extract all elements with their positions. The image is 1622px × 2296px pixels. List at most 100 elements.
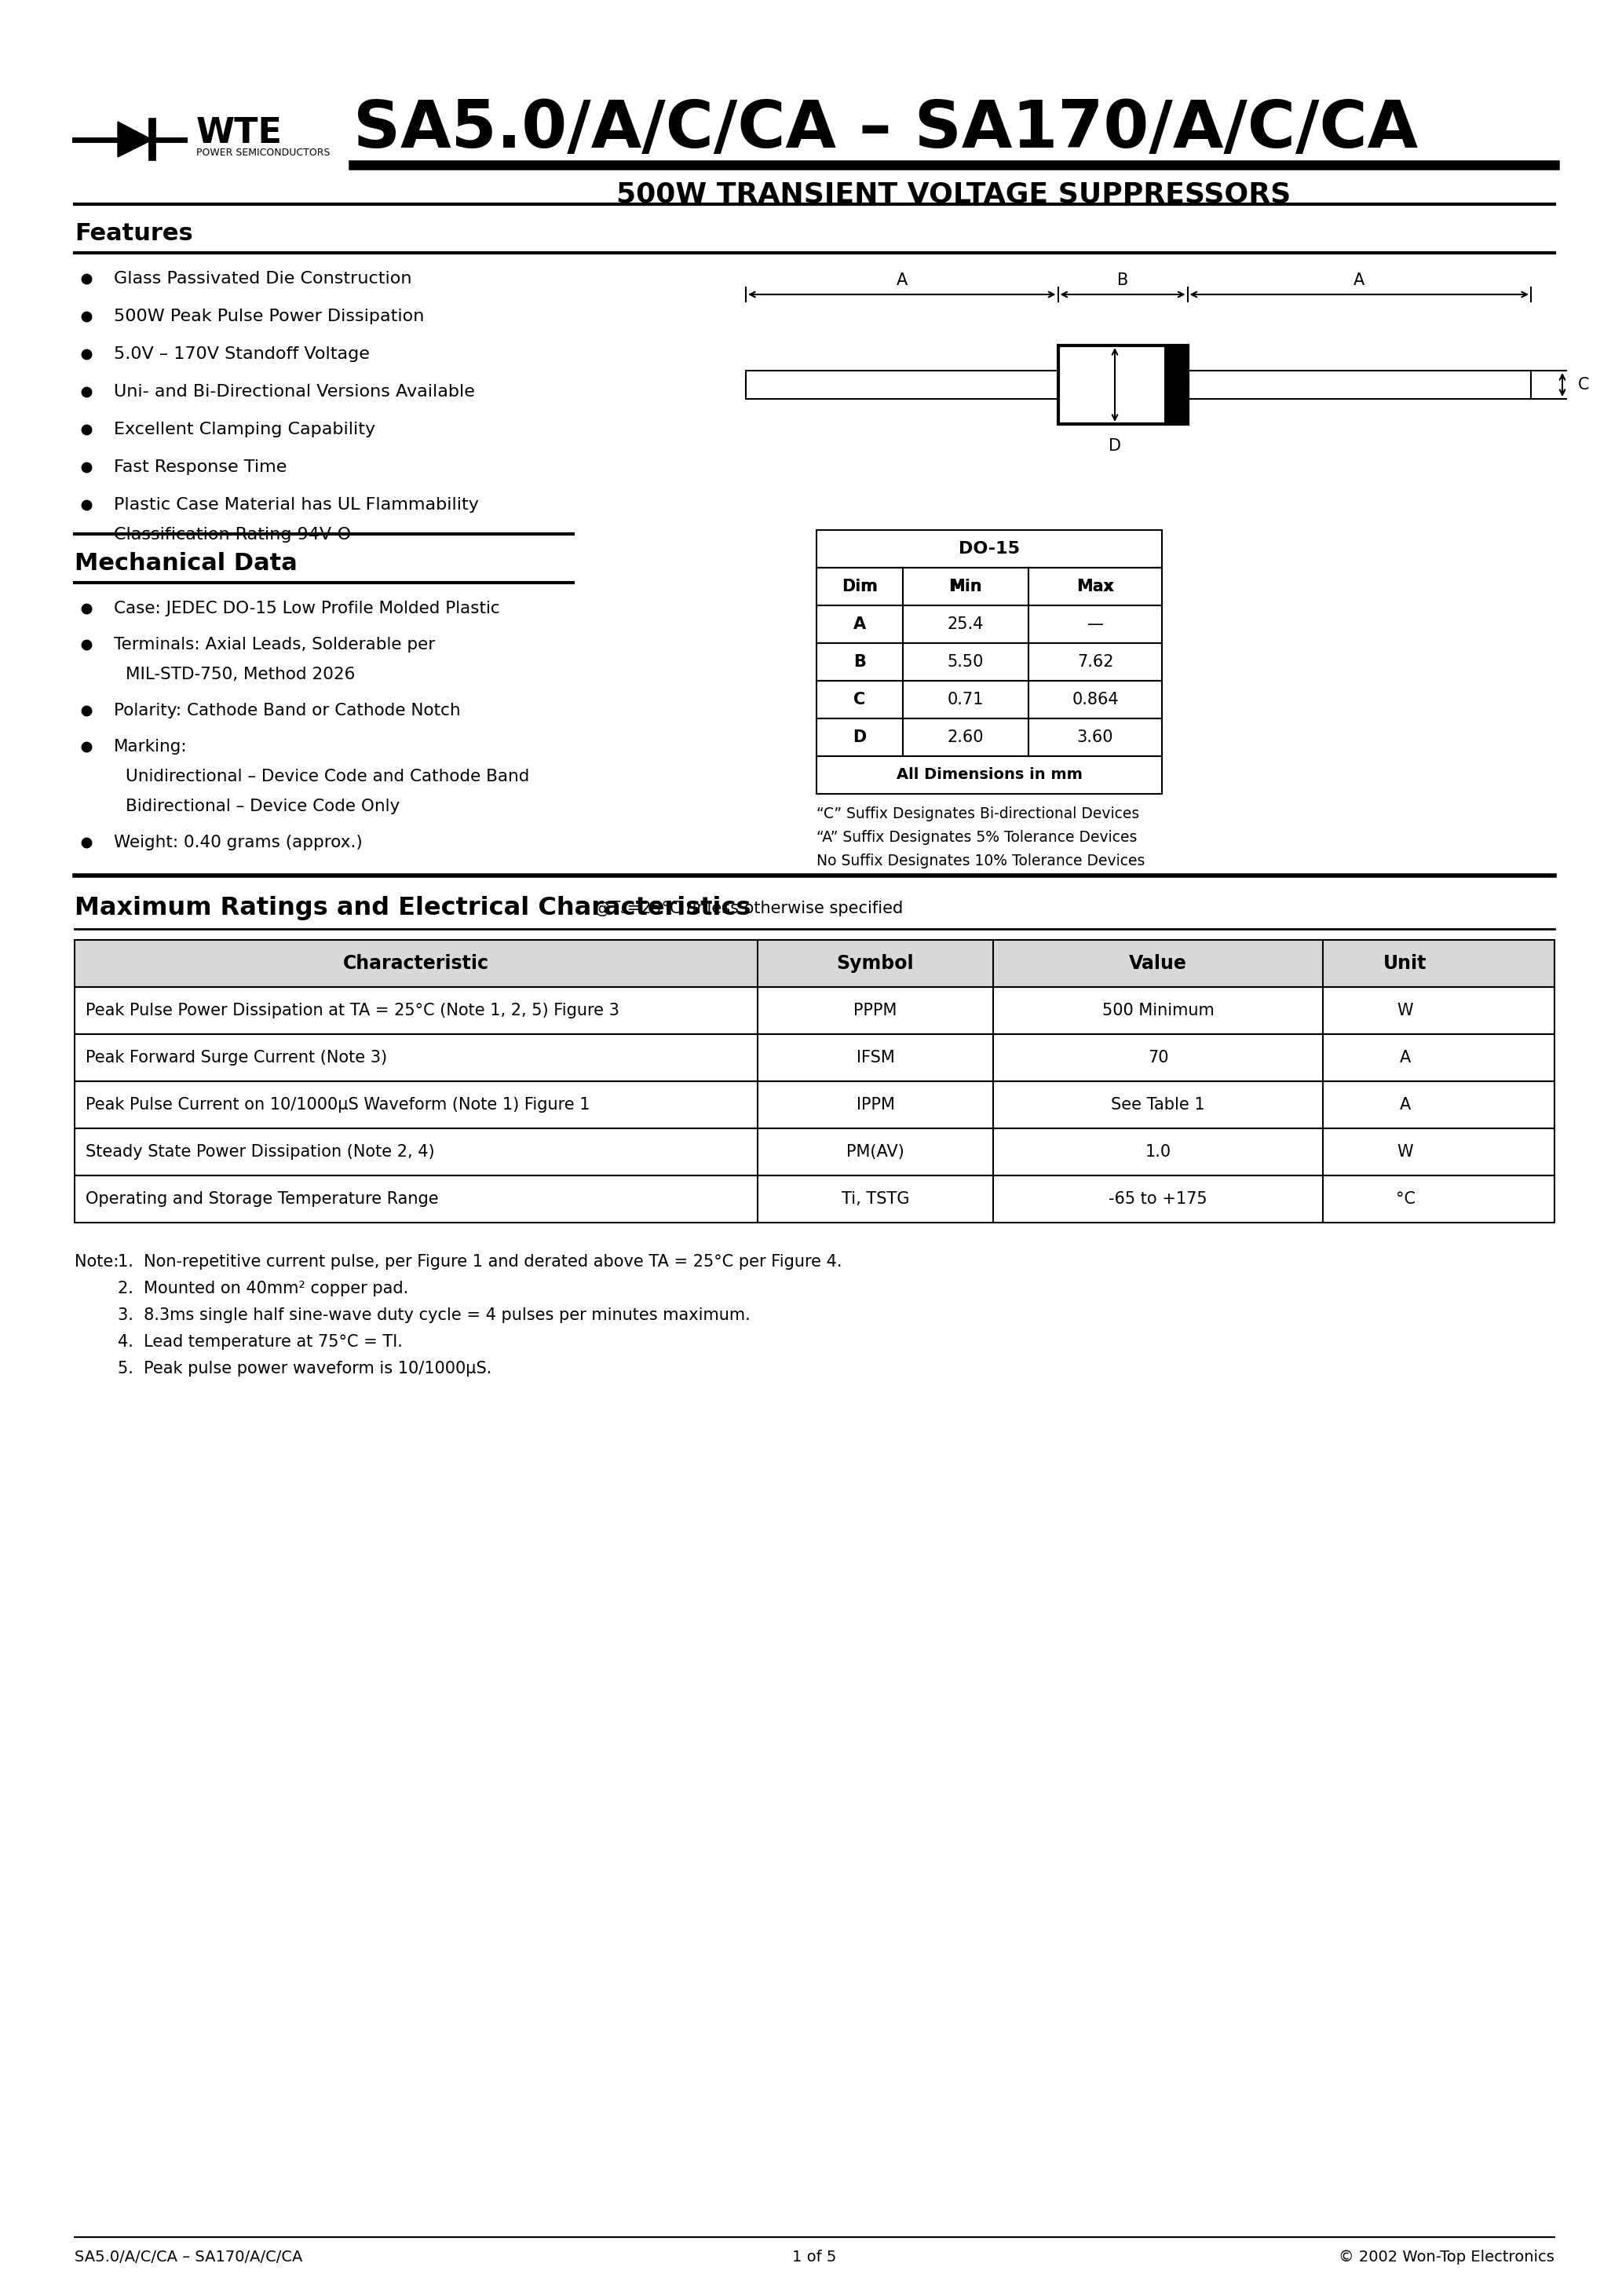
Text: 3.60: 3.60 bbox=[1077, 730, 1113, 746]
Text: Unit: Unit bbox=[1384, 955, 1427, 974]
Text: —: — bbox=[1087, 615, 1103, 631]
Text: Excellent Clamping Capability: Excellent Clamping Capability bbox=[114, 422, 375, 436]
Bar bbox=[816, 606, 1161, 643]
Text: Terminals: Axial Leads, Solderable per: Terminals: Axial Leads, Solderable per bbox=[114, 636, 435, 652]
Text: Symbol: Symbol bbox=[837, 955, 915, 974]
Text: DO-15: DO-15 bbox=[959, 542, 1020, 556]
Text: Note:: Note: bbox=[75, 1254, 118, 1270]
Text: 7.62: 7.62 bbox=[1077, 654, 1113, 670]
Text: Case: JEDEC DO-15 Low Profile Molded Plastic: Case: JEDEC DO-15 Low Profile Molded Pla… bbox=[114, 602, 500, 615]
Text: 1.0: 1.0 bbox=[1145, 1143, 1171, 1159]
Text: W: W bbox=[1397, 1003, 1413, 1019]
Text: Min: Min bbox=[950, 579, 980, 595]
Text: No Suffix Designates 10% Tolerance Devices: No Suffix Designates 10% Tolerance Devic… bbox=[816, 854, 1145, 868]
Text: 1.  Non-repetitive current pulse, per Figure 1 and derated above TA = 25°C per F: 1. Non-repetitive current pulse, per Fig… bbox=[118, 1254, 842, 1270]
Text: Glass Passivated Die Construction: Glass Passivated Die Construction bbox=[114, 271, 412, 287]
Bar bbox=[816, 643, 1161, 682]
Text: Dim: Dim bbox=[842, 579, 878, 595]
Text: A: A bbox=[853, 615, 866, 631]
Text: Uni- and Bi-Directional Versions Available: Uni- and Bi-Directional Versions Availab… bbox=[114, 383, 475, 400]
Text: PPPM: PPPM bbox=[853, 1003, 897, 1019]
Text: 0.71: 0.71 bbox=[947, 691, 985, 707]
Bar bbox=[75, 1081, 1554, 1127]
Text: Plastic Case Material has UL Flammability: Plastic Case Material has UL Flammabilit… bbox=[114, 496, 478, 512]
Bar bbox=[75, 1176, 1554, 1221]
Text: 0.864: 0.864 bbox=[1072, 691, 1119, 707]
Text: 1 of 5: 1 of 5 bbox=[793, 2250, 837, 2264]
Text: Operating and Storage Temperature Range: Operating and Storage Temperature Range bbox=[86, 1192, 438, 1208]
Text: IFSM: IFSM bbox=[856, 1049, 894, 1065]
Text: D: D bbox=[1108, 439, 1121, 455]
Text: Peak Pulse Power Dissipation at TA = 25°C (Note 1, 2, 5) Figure 3: Peak Pulse Power Dissipation at TA = 25°… bbox=[86, 1003, 620, 1019]
Text: Classification Rating 94V-O: Classification Rating 94V-O bbox=[114, 526, 350, 542]
Bar bbox=[75, 1033, 1554, 1081]
Text: Min: Min bbox=[949, 579, 983, 595]
Text: Marking:: Marking: bbox=[114, 739, 188, 755]
Text: °C: °C bbox=[1395, 1192, 1414, 1208]
Text: Ti, TSTG: Ti, TSTG bbox=[842, 1192, 910, 1208]
Text: 500 Minimum: 500 Minimum bbox=[1101, 1003, 1213, 1019]
Bar bbox=[746, 370, 1058, 400]
Bar bbox=[1058, 344, 1187, 425]
Text: © 2002 Won-Top Electronics: © 2002 Won-Top Electronics bbox=[1338, 2250, 1554, 2264]
Text: Polarity: Cathode Band or Cathode Notch: Polarity: Cathode Band or Cathode Notch bbox=[114, 703, 461, 719]
Text: Mechanical Data: Mechanical Data bbox=[75, 553, 297, 576]
Text: Fast Response Time: Fast Response Time bbox=[114, 459, 287, 475]
Text: -65 to +175: -65 to +175 bbox=[1109, 1192, 1207, 1208]
Text: Features: Features bbox=[75, 223, 193, 246]
Text: Bidirectional – Device Code Only: Bidirectional – Device Code Only bbox=[125, 799, 399, 815]
Text: A: A bbox=[1400, 1049, 1411, 1065]
Text: A: A bbox=[1354, 273, 1364, 289]
Text: Max: Max bbox=[1077, 579, 1114, 595]
Text: SA5.0/A/C/CA – SA170/A/C/CA: SA5.0/A/C/CA – SA170/A/C/CA bbox=[354, 99, 1418, 161]
Text: PM(AV): PM(AV) bbox=[847, 1143, 905, 1159]
Text: A: A bbox=[897, 273, 907, 289]
Text: Maximum Ratings and Electrical Characteristics: Maximum Ratings and Electrical Character… bbox=[75, 895, 751, 921]
Text: 5.0V – 170V Standoff Voltage: 5.0V – 170V Standoff Voltage bbox=[114, 347, 370, 363]
Text: Peak Forward Surge Current (Note 3): Peak Forward Surge Current (Note 3) bbox=[86, 1049, 388, 1065]
Text: IPPM: IPPM bbox=[856, 1097, 895, 1114]
Text: MIL-STD-750, Method 2026: MIL-STD-750, Method 2026 bbox=[125, 666, 355, 682]
Bar bbox=[816, 567, 1161, 606]
Text: SA5.0/A/C/CA – SA170/A/C/CA: SA5.0/A/C/CA – SA170/A/C/CA bbox=[75, 2250, 303, 2264]
Text: B: B bbox=[853, 654, 866, 670]
Text: All Dimensions in mm: All Dimensions in mm bbox=[897, 767, 1082, 783]
Bar bbox=[75, 987, 1554, 1033]
Text: W: W bbox=[1397, 1143, 1413, 1159]
Text: See Table 1: See Table 1 bbox=[1111, 1097, 1205, 1114]
Text: POWER SEMICONDUCTORS: POWER SEMICONDUCTORS bbox=[196, 147, 331, 158]
Bar bbox=[75, 939, 1554, 987]
Text: A: A bbox=[1400, 1097, 1411, 1114]
Text: 4.  Lead temperature at 75°C = TI.: 4. Lead temperature at 75°C = TI. bbox=[118, 1334, 402, 1350]
Text: Weight: 0.40 grams (approx.): Weight: 0.40 grams (approx.) bbox=[114, 836, 362, 850]
Text: 500W Peak Pulse Power Dissipation: 500W Peak Pulse Power Dissipation bbox=[114, 308, 425, 324]
Text: Characteristic: Characteristic bbox=[344, 955, 490, 974]
Text: C: C bbox=[1578, 377, 1590, 393]
Text: “C” Suffix Designates Bi-directional Devices: “C” Suffix Designates Bi-directional Dev… bbox=[816, 806, 1139, 822]
Text: B: B bbox=[1118, 273, 1129, 289]
Text: 70: 70 bbox=[1148, 1049, 1168, 1065]
Bar bbox=[816, 530, 1161, 567]
Text: Unidirectional – Device Code and Cathode Band: Unidirectional – Device Code and Cathode… bbox=[125, 769, 529, 785]
Text: Peak Pulse Current on 10/1000μS Waveform (Note 1) Figure 1: Peak Pulse Current on 10/1000μS Waveform… bbox=[86, 1097, 590, 1114]
Text: @Tₐ=25°C unless otherwise specified: @Tₐ=25°C unless otherwise specified bbox=[589, 900, 903, 916]
Text: D: D bbox=[853, 730, 866, 746]
Text: 25.4: 25.4 bbox=[947, 615, 985, 631]
Bar bbox=[1165, 344, 1187, 425]
Bar bbox=[816, 755, 1161, 794]
Text: Dim: Dim bbox=[843, 579, 876, 595]
Text: 5.  Peak pulse power waveform is 10/1000μS.: 5. Peak pulse power waveform is 10/1000μ… bbox=[118, 1362, 491, 1378]
Text: WTE: WTE bbox=[196, 117, 282, 149]
Text: 5.50: 5.50 bbox=[947, 654, 985, 670]
Text: “A” Suffix Designates 5% Tolerance Devices: “A” Suffix Designates 5% Tolerance Devic… bbox=[816, 829, 1137, 845]
Text: C: C bbox=[853, 691, 866, 707]
Bar bbox=[1187, 370, 1531, 400]
Text: 2.60: 2.60 bbox=[947, 730, 985, 746]
Text: Max: Max bbox=[1079, 579, 1113, 595]
Bar bbox=[816, 567, 1161, 606]
Text: 3.  8.3ms single half sine-wave duty cycle = 4 pulses per minutes maximum.: 3. 8.3ms single half sine-wave duty cycl… bbox=[118, 1306, 751, 1322]
Bar bbox=[816, 682, 1161, 719]
Text: 2.  Mounted on 40mm² copper pad.: 2. Mounted on 40mm² copper pad. bbox=[118, 1281, 409, 1297]
Text: Value: Value bbox=[1129, 955, 1187, 974]
Text: 500W TRANSIENT VOLTAGE SUPPRESSORS: 500W TRANSIENT VOLTAGE SUPPRESSORS bbox=[616, 181, 1291, 209]
